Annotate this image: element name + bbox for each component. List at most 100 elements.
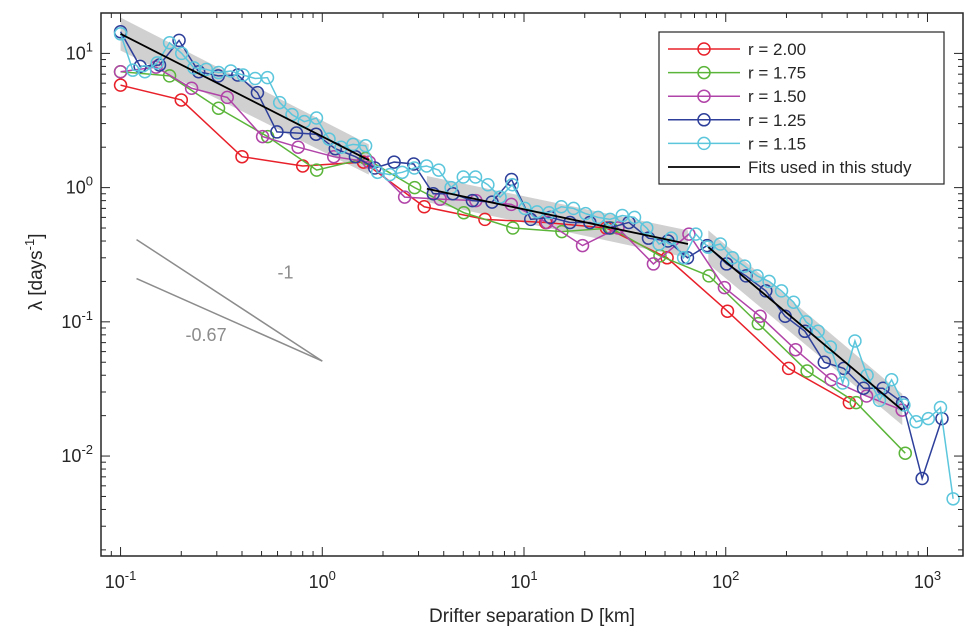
data-point	[184, 81, 199, 95]
data-point	[493, 190, 507, 204]
data-point	[150, 56, 164, 70]
data-point	[555, 224, 569, 239]
data-point	[358, 139, 373, 153]
legend-box	[658, 31, 945, 185]
data-point	[346, 137, 360, 152]
data-point	[162, 36, 177, 50]
data-point	[417, 200, 431, 214]
data-point	[138, 64, 152, 79]
data-point	[272, 95, 287, 110]
data-point	[291, 140, 305, 154]
legend-label: r = 1.15	[748, 134, 806, 153]
fit-line-2	[426, 187, 689, 245]
data-point	[270, 125, 284, 139]
y-tick-label: 10-2	[61, 442, 93, 466]
data-point	[563, 215, 577, 230]
slope-label-1: -1	[278, 263, 294, 283]
y-tick-label: 10-1	[61, 308, 93, 332]
data-point	[872, 393, 887, 408]
data-point	[504, 197, 519, 212]
x-tick-label: 101	[510, 568, 537, 592]
data-point	[627, 210, 642, 225]
data-point	[162, 69, 177, 83]
x-tick-label: 100	[309, 568, 336, 592]
data-point	[753, 309, 767, 324]
data-point	[848, 334, 862, 348]
data-point	[174, 93, 189, 107]
y-axis-label-main: λ [days	[26, 250, 47, 310]
y-axis-label-sup: -1	[22, 239, 37, 251]
x-axis-label: Drifter separation D [km]	[429, 606, 635, 627]
data-point	[689, 227, 703, 241]
data-point	[720, 304, 735, 318]
data-point	[811, 324, 825, 339]
data-point	[788, 342, 803, 357]
data-point	[933, 400, 948, 415]
data-point	[250, 85, 265, 100]
data-point	[702, 269, 716, 283]
slope-guides: -1 -0.67	[136, 238, 323, 362]
data-point	[426, 187, 441, 201]
slope-label-2: -0.67	[186, 325, 227, 345]
data-point	[897, 398, 911, 412]
data-point	[751, 316, 766, 331]
legend-marker	[697, 136, 711, 151]
data-point	[397, 190, 412, 204]
data-point	[676, 251, 691, 265]
data-point	[220, 90, 234, 105]
data-point	[898, 446, 913, 460]
data-point	[682, 227, 696, 241]
series-line	[119, 31, 943, 482]
data-point	[725, 251, 740, 265]
data-point	[383, 167, 397, 182]
data-point	[407, 180, 422, 195]
data-point	[419, 159, 434, 173]
data-point	[309, 127, 323, 141]
data-point	[762, 274, 776, 289]
data-point	[395, 165, 409, 180]
fit-line-1	[120, 32, 370, 162]
data-point	[566, 201, 581, 216]
data-point	[327, 149, 341, 164]
legend: r = 2.00 r = 1.75 r = 1.50 r = 1.25 r = 1.15…	[658, 31, 945, 185]
y-tick-label: 100	[66, 174, 93, 198]
series-5	[113, 27, 960, 506]
data-point	[478, 212, 492, 227]
data-point	[603, 212, 617, 227]
data-point	[172, 33, 186, 48]
data-point	[915, 471, 929, 486]
data-point	[255, 129, 270, 144]
data-point	[835, 376, 850, 390]
data-point	[800, 364, 814, 378]
legend-marker	[697, 89, 711, 103]
data-point	[322, 132, 336, 146]
data-point	[817, 355, 832, 369]
data-point	[739, 269, 753, 283]
data-point	[737, 259, 752, 273]
data-point	[946, 492, 960, 506]
y-axis-label: λ [days-1]	[22, 233, 47, 310]
y-axis-label-end: ]	[26, 233, 47, 238]
data-point	[289, 126, 304, 140]
legend-label: r = 1.75	[748, 64, 806, 83]
series-3	[113, 60, 909, 417]
data-point	[713, 237, 728, 251]
legend-label: r = 2.00	[748, 40, 806, 59]
legend-label: Fits used in this study	[748, 158, 912, 177]
data-point	[465, 193, 480, 208]
fit-line-3	[707, 246, 903, 411]
data-point	[717, 280, 732, 295]
data-point	[664, 231, 679, 245]
legend-label: r = 1.50	[748, 87, 806, 106]
data-point	[481, 178, 495, 192]
x-tick-label: 103	[914, 568, 941, 592]
series-line	[120, 70, 906, 454]
data-point	[859, 389, 874, 403]
slope-line-2	[136, 277, 323, 362]
data-point	[199, 62, 214, 77]
data-point	[575, 238, 590, 253]
data-point	[640, 221, 654, 235]
data-point	[113, 27, 128, 41]
legend-marker	[697, 42, 711, 56]
